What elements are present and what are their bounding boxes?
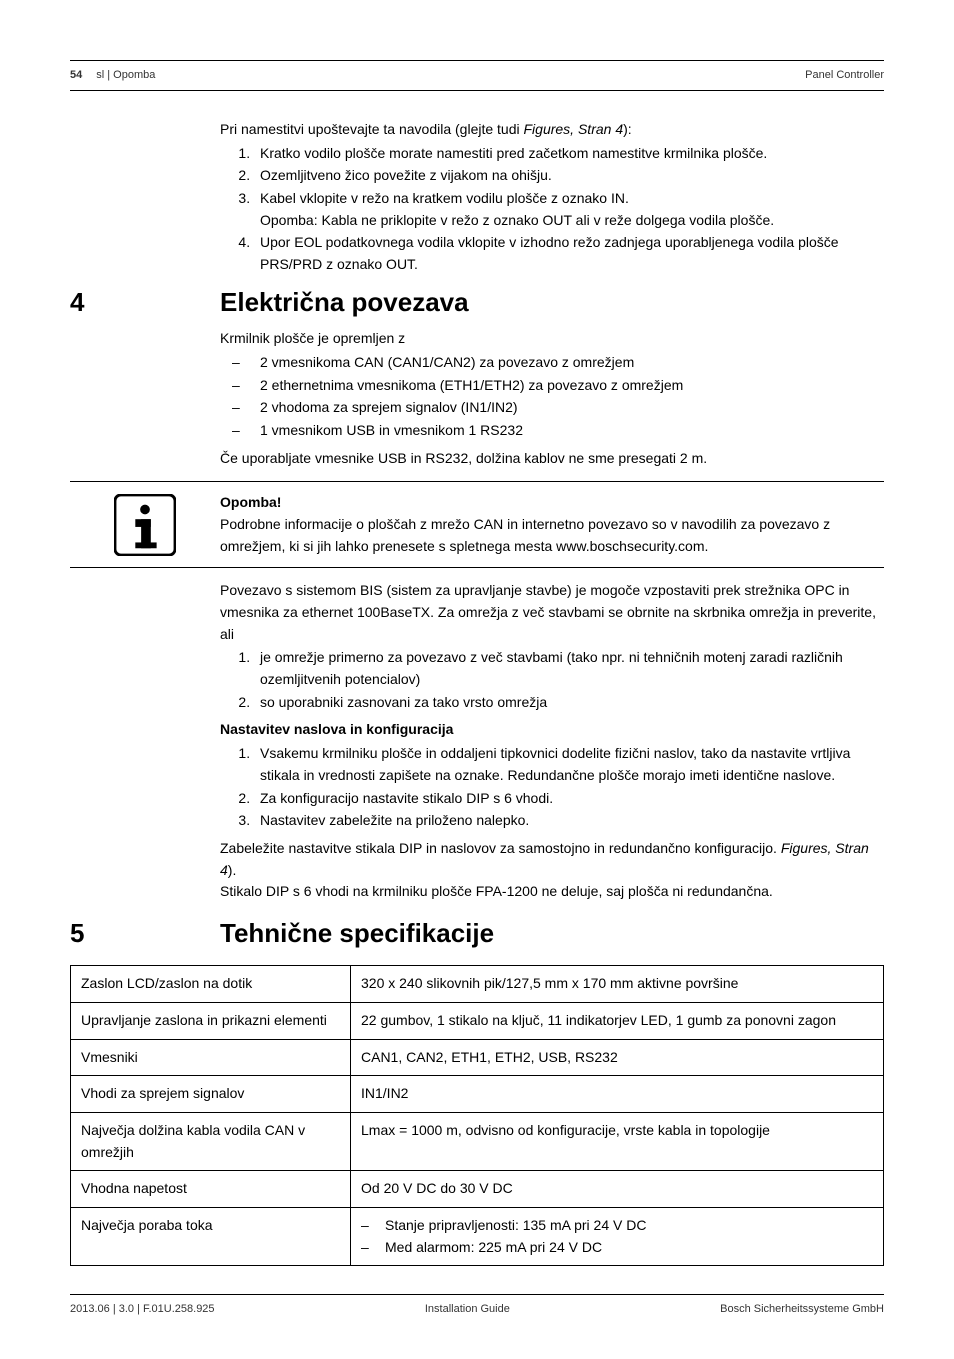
spec-value: 320 x 240 slikovnih pik/127,5 mm x 170 m… bbox=[351, 966, 884, 1003]
config-after-text: Zabeležite nastavitve stikala DIP in nas… bbox=[220, 840, 781, 856]
intro-lead-tail: ): bbox=[623, 121, 632, 137]
spec-label: Zaslon LCD/zaslon na dotik bbox=[71, 966, 351, 1003]
config-list: Vsakemu krmilniku plošče in oddaljeni ti… bbox=[220, 743, 884, 832]
table-row: Vmesniki CAN1, CAN2, ETH1, ETH2, USB, RS… bbox=[71, 1039, 884, 1076]
intro-paragraph: Pri namestitvi upoštevajte ta navodila (… bbox=[220, 119, 884, 141]
section-5-number: 5 bbox=[70, 913, 220, 953]
intro-lead: Pri namestitvi upoštevajte ta navodila (… bbox=[220, 121, 524, 137]
header-left: 54 sl | Opomba bbox=[70, 67, 155, 84]
config-item-3: Nastavitev zabeležite na priloženo nalep… bbox=[254, 810, 884, 832]
spec-value: Od 20 V DC do 30 V DC bbox=[351, 1171, 884, 1208]
table-row: Največja dolžina kabla vodila CAN v omre… bbox=[71, 1113, 884, 1171]
footer-left: 2013.06 | 3.0 | F.01U.258.925 bbox=[70, 1301, 215, 1318]
config-after: Zabeležite nastavitve stikala DIP in nas… bbox=[220, 838, 884, 881]
intro-item-4: Upor EOL podatkovnega vodila vklopite v … bbox=[254, 232, 884, 275]
header-top-rule bbox=[70, 60, 884, 61]
page-footer: 2013.06 | 3.0 | F.01U.258.925 Installati… bbox=[70, 1295, 884, 1318]
section-4-header: 4 Električna povezava bbox=[220, 282, 884, 322]
page-header: 54 sl | Opomba Panel Controller bbox=[70, 67, 884, 91]
spec-value: Stanje pripravljenosti: 135 mA pri 24 V … bbox=[351, 1208, 884, 1266]
note-block: Opomba! Podrobne informacije o ploščah z… bbox=[70, 481, 884, 568]
intro-item-3-note: Opomba: Kabla ne priklopite v režo z ozn… bbox=[260, 212, 774, 228]
spec-label: Vmesniki bbox=[71, 1039, 351, 1076]
note-body: Opomba! Podrobne informacije o ploščah z… bbox=[220, 492, 884, 557]
table-row: Zaslon LCD/zaslon na dotik 320 x 240 sli… bbox=[71, 966, 884, 1003]
table-row: Vhodna napetost Od 20 V DC do 30 V DC bbox=[71, 1171, 884, 1208]
section4-bullet-4: 1 vmesnikom USB in vmesnikom 1 RS232 bbox=[254, 420, 884, 442]
section4-after-note: Povezavo s sistemom BIS (sistem za uprav… bbox=[220, 580, 884, 645]
spec-value-item-2: Med alarmom: 225 mA pri 24 V DC bbox=[385, 1237, 873, 1259]
spec-value: CAN1, CAN2, ETH1, ETH2, USB, RS232 bbox=[351, 1039, 884, 1076]
header-left-text: sl | Opomba bbox=[96, 67, 155, 84]
info-icon bbox=[70, 492, 220, 557]
page-content: Pri namestitvi upoštevajte ta navodila (… bbox=[70, 119, 884, 1266]
intro-item-3-text: Kabel vklopite v režo na kratkem vodilu … bbox=[260, 190, 629, 206]
intro-item-2: Ozemljitveno žico povežite z vijakom na … bbox=[254, 165, 884, 187]
table-row: Največja poraba toka Stanje pripravljeno… bbox=[71, 1208, 884, 1266]
spec-label: Največja poraba toka bbox=[71, 1208, 351, 1266]
footer-center: Installation Guide bbox=[425, 1301, 510, 1318]
config-after-tail: ). bbox=[228, 862, 237, 878]
note-text: Podrobne informacije o ploščah z mrežo C… bbox=[220, 514, 884, 557]
intro-list: Kratko vodilo plošče morate namestiti pr… bbox=[220, 143, 884, 276]
intro-item-1: Kratko vodilo plošče morate namestiti pr… bbox=[254, 143, 884, 165]
section4-bullet-3: 2 vhodoma za sprejem signalov (IN1/IN2) bbox=[254, 397, 884, 419]
config-item-1: Vsakemu krmilniku plošče in oddaljeni ti… bbox=[254, 743, 884, 786]
spec-label: Upravljanje zaslona in prikazni elementi bbox=[71, 1002, 351, 1039]
spec-value-list: Stanje pripravljenosti: 135 mA pri 24 V … bbox=[361, 1215, 873, 1258]
check-item-2: so uporabniki zasnovani za tako vrsto om… bbox=[254, 692, 884, 714]
intro-item-3: Kabel vklopite v režo na kratkem vodilu … bbox=[254, 188, 884, 231]
spec-label: Vhodna napetost bbox=[71, 1171, 351, 1208]
spec-label: Največja dolžina kabla vodila CAN v omre… bbox=[71, 1113, 351, 1171]
section4-after-bullets: Če uporabljate vmesnike USB in RS232, do… bbox=[220, 448, 884, 470]
spec-value-item-1: Stanje pripravljenosti: 135 mA pri 24 V … bbox=[385, 1215, 873, 1237]
footer-right: Bosch Sicherheitssysteme GmbH bbox=[720, 1301, 884, 1318]
section4-check-list: je omrežje primerno za povezavo z več st… bbox=[220, 647, 884, 713]
spec-label: Vhodi za sprejem signalov bbox=[71, 1076, 351, 1113]
section4-bullet-2: 2 ethernetnima vmesnikoma (ETH1/ETH2) za… bbox=[254, 375, 884, 397]
spec-value: Lmax = 1000 m, odvisno od konfiguracije,… bbox=[351, 1113, 884, 1171]
spec-value: 22 gumbov, 1 stikalo na ključ, 11 indika… bbox=[351, 1002, 884, 1039]
page-number: 54 bbox=[70, 67, 82, 84]
section-5-title: Tehnične specifikacije bbox=[220, 913, 494, 953]
table-row: Upravljanje zaslona in prikazni elementi… bbox=[71, 1002, 884, 1039]
config-heading: Nastavitev naslova in konfiguracija bbox=[220, 719, 884, 741]
note-title: Opomba! bbox=[220, 492, 884, 514]
section4-bullet-1: 2 vmesnikoma CAN (CAN1/CAN2) za povezavo… bbox=[254, 352, 884, 374]
section4-bullets: 2 vmesnikoma CAN (CAN1/CAN2) za povezavo… bbox=[220, 352, 884, 442]
section-5-header: 5 Tehnične specifikacije bbox=[220, 913, 884, 953]
header-right-text: Panel Controller bbox=[805, 67, 884, 84]
intro-lead-italic: Figures, Stran 4 bbox=[524, 121, 624, 137]
section-4-number: 4 bbox=[70, 282, 220, 322]
section-4-title: Električna povezava bbox=[220, 282, 469, 322]
spec-table: Zaslon LCD/zaslon na dotik 320 x 240 sli… bbox=[70, 965, 884, 1266]
table-row: Vhodi za sprejem signalov IN1/IN2 bbox=[71, 1076, 884, 1113]
section4-lead: Krmilnik plošče je opremljen z bbox=[220, 328, 884, 350]
check-item-1: je omrežje primerno za povezavo z več st… bbox=[254, 647, 884, 690]
spec-value: IN1/IN2 bbox=[351, 1076, 884, 1113]
config-last: Stikalo DIP s 6 vhodi na krmilniku plošč… bbox=[220, 881, 884, 903]
config-item-2: Za konfiguracijo nastavite stikalo DIP s… bbox=[254, 788, 884, 810]
